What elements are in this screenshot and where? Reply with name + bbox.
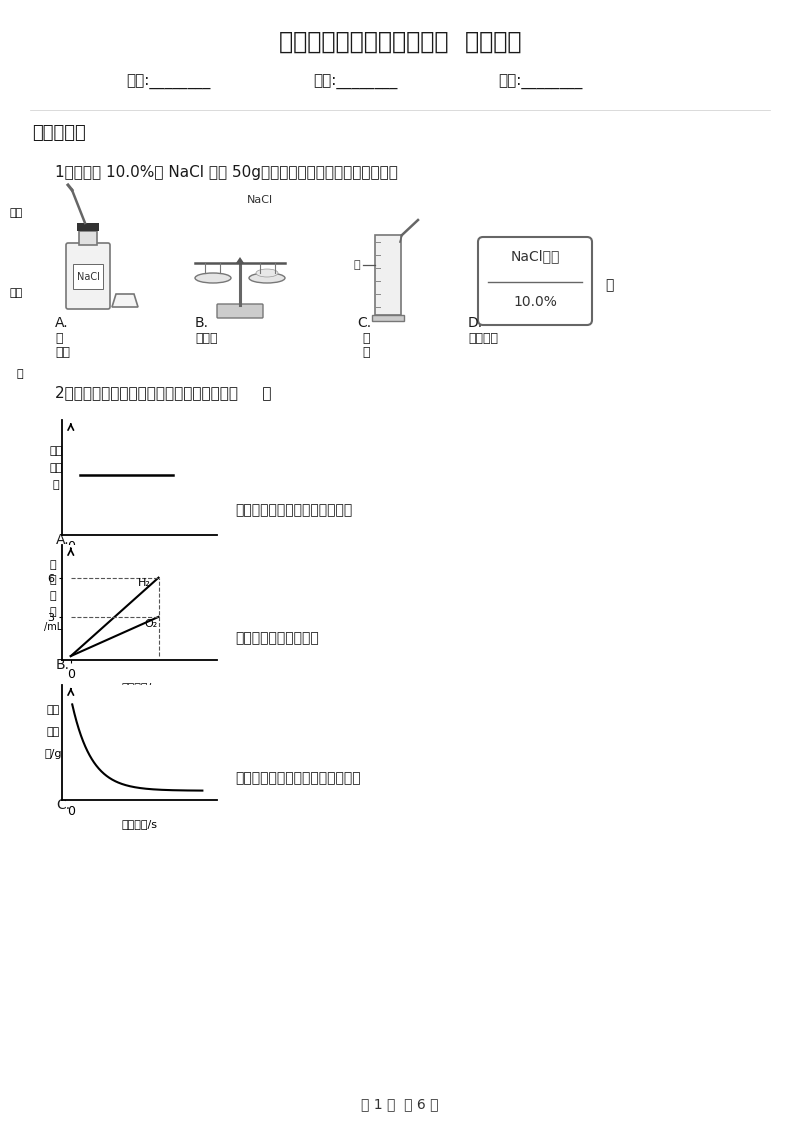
Text: B.: B. (195, 316, 209, 331)
FancyBboxPatch shape (66, 243, 110, 309)
Ellipse shape (256, 269, 278, 277)
FancyBboxPatch shape (478, 237, 592, 325)
Bar (79, 231, 97, 245)
X-axis label: 反应时间/s: 反应时间/s (122, 681, 158, 692)
Text: 称固体: 称固体 (195, 332, 218, 344)
Text: 向一定量的生铁中加入足量稀盐酸: 向一定量的生铁中加入足量稀盐酸 (235, 771, 361, 784)
Text: NaCl溶液: NaCl溶液 (510, 249, 560, 263)
Text: NaCl: NaCl (77, 272, 99, 282)
Text: 1．欲配制 10.0%的 NaCl 溶液 50g，部分操作如下图所示，正确的是: 1．欲配制 10.0%的 NaCl 溶液 50g，部分操作如下图所示，正确的是 (55, 164, 398, 180)
Text: 素质: 素质 (10, 289, 23, 299)
Ellipse shape (195, 273, 231, 283)
Text: 的质: 的质 (46, 728, 60, 737)
Text: 量/g: 量/g (45, 749, 62, 760)
Text: 取: 取 (55, 332, 62, 344)
Bar (73, 264, 103, 289)
Bar (372, 315, 404, 321)
Text: 写: 写 (605, 278, 614, 292)
Text: B.: B. (56, 658, 70, 672)
Bar (375, 235, 401, 315)
Text: 量: 量 (17, 369, 23, 379)
Text: 积: 积 (50, 607, 57, 617)
Text: 成绩:________: 成绩:________ (498, 75, 582, 89)
X-axis label: 反应时间/s: 反应时间/s (122, 555, 158, 564)
Text: 气: 气 (50, 559, 57, 569)
Polygon shape (236, 257, 244, 263)
Text: NaCl: NaCl (247, 195, 273, 205)
Text: 水: 水 (354, 260, 360, 271)
Text: 班级:________: 班级:________ (313, 75, 397, 89)
Text: 10.0%: 10.0% (513, 295, 557, 309)
X-axis label: 反应时间/s: 反应时间/s (122, 820, 158, 830)
Text: 姓名:________: 姓名:________ (126, 75, 210, 89)
Text: 镁元: 镁元 (50, 446, 62, 456)
Ellipse shape (249, 273, 285, 283)
Text: C.: C. (56, 798, 70, 812)
Text: 量: 量 (362, 332, 370, 344)
Text: 固体: 固体 (46, 705, 60, 715)
Text: A.: A. (55, 316, 69, 331)
Text: 2．下列图像不能正确反映其变化过程的是（     ）: 2．下列图像不能正确反映其变化过程的是（ ） (55, 386, 271, 401)
Text: 量取标签: 量取标签 (468, 332, 498, 344)
Text: 鲁教版九年级上册第三单元  单元小结: 鲁教版九年级上册第三单元 单元小结 (278, 31, 522, 54)
Text: 体: 体 (50, 591, 57, 601)
Text: A.: A. (56, 533, 70, 547)
Text: 电解水生成气体的体积: 电解水生成气体的体积 (235, 631, 318, 645)
Text: H₂: H₂ (138, 578, 151, 589)
Text: O₂: O₂ (144, 619, 157, 629)
Text: /mL: /mL (44, 623, 62, 633)
Text: 镁元: 镁元 (10, 208, 23, 218)
Text: 素质: 素质 (50, 463, 62, 473)
Text: 镁在装有空气的密闭容器内燃烧: 镁在装有空气的密闭容器内燃烧 (235, 503, 352, 517)
FancyBboxPatch shape (217, 305, 263, 318)
Text: D.: D. (468, 316, 483, 331)
Text: 量: 量 (53, 480, 59, 490)
Text: 一、单选题: 一、单选题 (32, 125, 86, 142)
Text: 第 1 页  共 6 页: 第 1 页 共 6 页 (362, 1097, 438, 1110)
Text: 水: 水 (362, 346, 370, 360)
Bar (77, 223, 99, 231)
Text: 固体: 固体 (55, 346, 70, 360)
Text: 体: 体 (50, 575, 57, 585)
Text: C.: C. (357, 316, 371, 331)
Polygon shape (112, 294, 138, 307)
